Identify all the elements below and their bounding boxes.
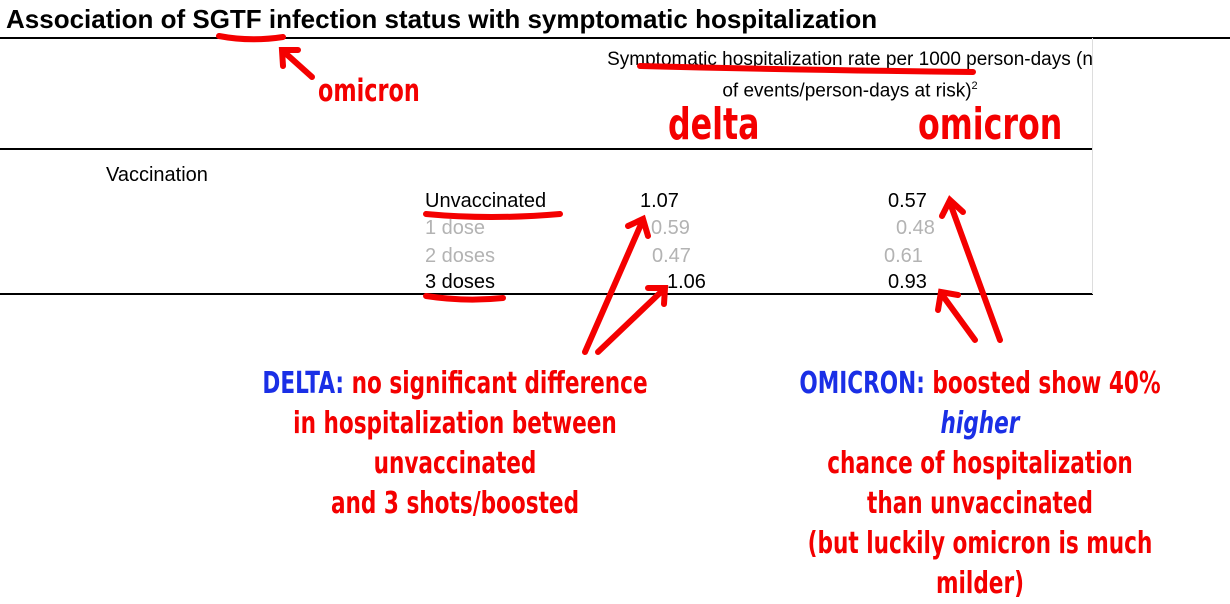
header-underline bbox=[637, 63, 976, 75]
omicron-caption-line-2: chance of hospitalization bbox=[827, 446, 1133, 481]
sgtf-arrow-shaft bbox=[280, 48, 315, 80]
table-bottom-rule bbox=[0, 293, 1093, 295]
delta-caption-text-1: no significant difference bbox=[351, 366, 648, 401]
header-rule bbox=[0, 148, 1093, 150]
column-header: Symptomatic hospitalization rate per 100… bbox=[600, 47, 1100, 104]
delta-arrow-1 bbox=[582, 219, 645, 355]
delta-value-1-dose: 0.59 bbox=[651, 217, 690, 239]
delta-caption: DELTA: no significant difference in hosp… bbox=[150, 364, 760, 524]
omicron-caption: OMICRON: boosted show 40% higher chance … bbox=[690, 364, 1230, 604]
delta-arrow-2-head bbox=[645, 285, 669, 307]
unvaccinated-underline bbox=[423, 211, 563, 220]
sgtf-omicron-note: omicron bbox=[318, 73, 420, 109]
delta-caption-line-1: DELTA: no significant difference bbox=[235, 364, 674, 404]
omicron-caption-text-1b: higher bbox=[940, 406, 1020, 441]
delta-column-label: delta bbox=[668, 99, 760, 150]
omicron-value-unvaccinated: 0.57 bbox=[888, 190, 927, 212]
sgtf-arrow-head bbox=[278, 47, 301, 69]
delta-caption-line-3: and 3 shots/boosted bbox=[330, 486, 580, 521]
omicron-caption-line-3: than unvaccinated bbox=[867, 486, 1093, 521]
delta-value-unvaccinated: 1.07 bbox=[640, 190, 679, 212]
row-label-1-dose: 1 dose bbox=[425, 217, 486, 239]
omicron-arrow-1 bbox=[947, 200, 1003, 343]
omicron-value-1-dose: 0.48 bbox=[896, 217, 935, 239]
column-header-sup: 2 bbox=[971, 80, 978, 92]
delta-arrow-1-head bbox=[625, 214, 651, 239]
omicron-arrow-1-head bbox=[939, 195, 966, 219]
row-label-2-doses: 2 doses bbox=[425, 245, 496, 267]
title-rule bbox=[0, 37, 1230, 39]
omicron-caption-prefix: OMICRON: bbox=[799, 366, 925, 401]
column-header-text: Symptomatic hospitalization rate per 100… bbox=[607, 49, 1093, 102]
sgtf-underline bbox=[216, 33, 286, 43]
delta-value-3-doses: 1.06 bbox=[667, 271, 706, 293]
delta-value-2-doses: 0.47 bbox=[652, 245, 691, 267]
row-label-3-doses: 3 doses bbox=[425, 271, 496, 293]
omicron-arrow-2-head bbox=[935, 288, 961, 313]
document-title: Association of SGTF infection status wit… bbox=[6, 4, 878, 34]
omicron-column-label: omicron bbox=[918, 99, 1063, 150]
omicron-value-3-doses: 0.93 bbox=[888, 271, 927, 293]
three-doses-underline bbox=[423, 293, 506, 303]
omicron-caption-line-1: OMICRON: boosted show 40% higher bbox=[771, 364, 1189, 444]
delta-arrow-2 bbox=[595, 287, 666, 355]
delta-caption-line-2: in hospitalization between unvaccinated bbox=[293, 406, 617, 481]
annotation-marks bbox=[216, 33, 1003, 355]
right-edge-line bbox=[1092, 38, 1093, 294]
row-label-unvaccinated: Unvaccinated bbox=[425, 190, 547, 212]
omicron-value-2-doses: 0.61 bbox=[884, 245, 923, 267]
row-group-label: Vaccination bbox=[106, 164, 208, 186]
omicron-caption-text-1a: boosted show 40% bbox=[932, 366, 1161, 401]
omicron-arrow-2 bbox=[940, 293, 978, 343]
omicron-caption-line-4: (but luckily omicron is much milder) bbox=[807, 526, 1153, 601]
delta-caption-prefix: DELTA: bbox=[262, 366, 345, 401]
